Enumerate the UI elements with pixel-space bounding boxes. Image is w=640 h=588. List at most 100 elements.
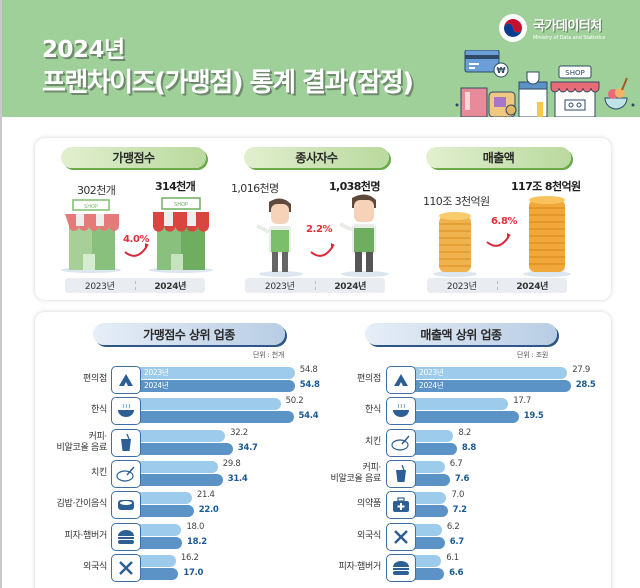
chart-row: 외국식 16.2 17.0: [35, 553, 611, 583]
value-2024: 8.8: [461, 442, 477, 453]
sales-growth: 6.8%: [491, 216, 518, 227]
bar-2023: [121, 460, 218, 473]
category-label: 김밥·간이음식: [56, 499, 108, 510]
value-2023: 17.7: [513, 396, 532, 407]
value-2023: 6.7: [449, 458, 463, 469]
category-label: 치킨: [365, 436, 381, 447]
category-label: 커피· 비알코올 음료: [330, 462, 382, 484]
right-chart-title: 매출액 상위 업종: [365, 323, 557, 345]
bar-2024: [121, 380, 295, 392]
chart-row: 치킨 8.2 8.8: [35, 428, 611, 458]
gimbap-icon: [111, 491, 141, 520]
franchise-count-growth: 4.0%: [123, 234, 150, 245]
chart-row: 피자·햄버거 18.0 18.2: [35, 522, 611, 552]
franchise-count-2023: 302천개: [77, 184, 116, 197]
burger-icon: [111, 522, 141, 551]
value-2024: 28.5: [575, 380, 596, 390]
year-2024-label: 2024년: [154, 282, 187, 292]
bar-2023: [121, 367, 295, 379]
bar-2023: [396, 367, 568, 379]
category-label: 커피· 비알코올 음료: [56, 431, 108, 453]
svg-text:SHOP: SHOP: [84, 204, 98, 210]
medicine-kit-icon: [386, 491, 416, 520]
value-2024: 18.2: [187, 536, 207, 547]
category-label: 치킨: [91, 467, 107, 478]
legend-2023: 2023년: [419, 368, 444, 377]
burger-icon: [386, 553, 416, 582]
category-label: 편의점: [357, 374, 381, 384]
coin-stack-icon: [425, 196, 575, 282]
logo-korean: 국가데이터처: [533, 19, 602, 34]
title-year: 2024년: [42, 37, 125, 63]
chart-row: 피자·햄버거 6.1 6.6: [35, 553, 611, 583]
chart-row: 커피· 비알코올 음료 6.7 7.6: [35, 459, 611, 489]
taegeuk-icon: [499, 14, 527, 42]
chart-row: 치킨 29.8 31.4: [35, 459, 611, 489]
category-label: 피자·햄버거: [64, 530, 108, 541]
value-2024: 6.7: [449, 536, 464, 547]
bar-2023: [121, 398, 281, 411]
summary-panel: 가맹점수 302천개 314천개 SHOP SHOP 4.0% 2: [35, 138, 611, 300]
value-2023: 50.2: [285, 396, 304, 407]
legend-2023: 2023년: [144, 368, 169, 377]
bar-2023: [121, 429, 226, 442]
category-label: 외국식: [357, 530, 381, 541]
left-chart-unit: 단위 : 천개: [253, 351, 285, 359]
value-2023: 29.8: [222, 458, 241, 469]
chart-row: 커피· 비알코올 음료 32.2 34.7: [35, 428, 611, 458]
sales-2024: 117조 8천억원: [511, 180, 581, 193]
bar-2024: [121, 442, 233, 455]
fork-knife-icon: [111, 553, 141, 582]
value-2024: 54.4: [298, 411, 319, 422]
chart-row: 편의점 2023년 2024년 27.9 28.5: [35, 365, 611, 395]
svg-text:SHOP: SHOP: [174, 202, 188, 208]
svg-text:SHOP: SHOP: [565, 69, 584, 77]
value-2024: 7.6: [454, 473, 470, 484]
chart-row: 의약품 7.0 7.2: [35, 490, 611, 520]
header-banner: 2024년 프랜차이즈(가맹점) 통계 결과(잠정) 국가데이터처 Minist…: [0, 0, 640, 117]
chart-row: 한식 17.7 19.5: [35, 396, 611, 426]
franchise-year-bar: 2023년 2024년: [65, 278, 205, 293]
bar-2024: [121, 411, 294, 424]
legend-2024: 2024년: [144, 381, 169, 390]
drink-cup-icon: [386, 459, 416, 488]
chicken-icon: [386, 428, 416, 457]
value-2024: 22.0: [198, 505, 219, 516]
charts-panel: 가맹점수 상위 업종 단위 : 천개 매출액 상위 업종 단위 : 조원 편의점…: [35, 312, 611, 588]
year-2023-label: 2023년: [264, 282, 295, 292]
ministry-logo: 국가데이터처 Ministry of Data and Statistics: [499, 14, 605, 42]
chart-row: 김밥·간이음식 21.4 22.0: [35, 490, 611, 520]
legend-2024: 2024년: [419, 381, 444, 390]
convenience-store-icon: [386, 366, 416, 394]
year-2024-label: 2024년: [516, 282, 549, 292]
value-2023: 16.2: [180, 552, 199, 563]
franchise-count-2024: 314천개: [155, 180, 196, 193]
chicken-icon: [111, 459, 141, 488]
fork-knife-icon: [386, 522, 416, 551]
year-2023-label: 2023년: [84, 282, 115, 292]
value-2024: 34.7: [237, 442, 258, 453]
category-label: 한식: [365, 405, 381, 416]
chart-row: 한식 50.2 54.4: [35, 396, 611, 426]
value-2024: 7.2: [452, 505, 467, 516]
left-border: [0, 0, 2, 588]
shop-illustration: ₩ SHOP: [455, 49, 640, 117]
employee-count-title: 종사자수: [244, 147, 389, 168]
sales-title: 매출액: [426, 147, 571, 168]
value-2023: 27.9: [572, 365, 590, 375]
page-title: 프랜차이즈(가맹점) 통계 결과(잠정): [42, 68, 414, 98]
value-2024: 54.8: [299, 380, 320, 390]
value-2023: 21.4: [196, 490, 215, 501]
category-label: 편의점: [83, 374, 107, 384]
rice-bowl-icon: [111, 397, 141, 426]
category-label: 의약품: [357, 499, 381, 510]
svg-text:₩: ₩: [497, 66, 506, 75]
sales-year-bar: 2023년 2024년: [427, 278, 567, 293]
value-2023: 54.8: [299, 365, 318, 375]
value-2024: 6.6: [449, 567, 464, 578]
value-2023: 6.2: [446, 521, 460, 532]
franchise-count-title: 가맹점수: [61, 147, 206, 168]
employee-count-growth: 2.2%: [306, 224, 333, 235]
left-chart-title: 가맹점수 상위 업종: [93, 323, 285, 345]
value-2023: 32.2: [230, 427, 248, 438]
